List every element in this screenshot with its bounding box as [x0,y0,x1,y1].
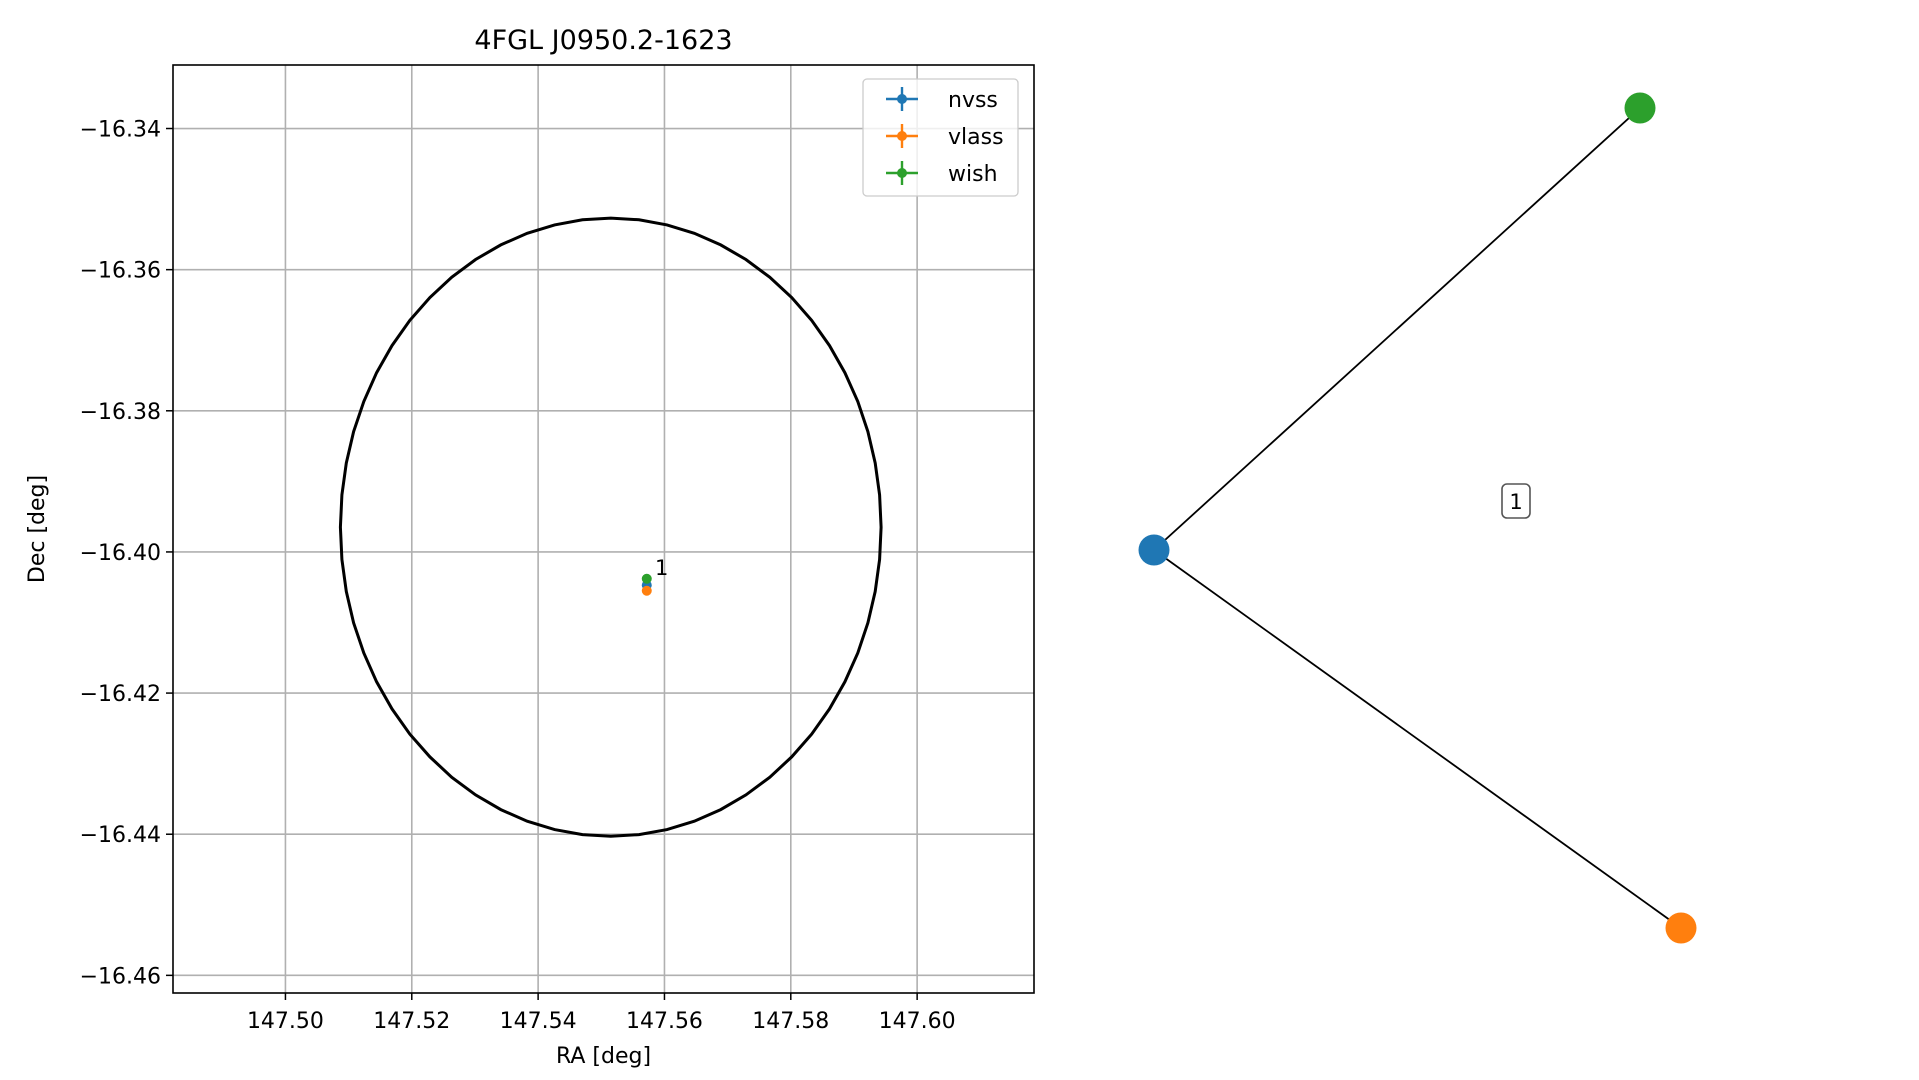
sky-plot: 147.50 147.52 147.54 147.56 147.58 147.60 −16… [25,25,1035,1069]
legend-item-vlass: vlass [886,124,1004,150]
edge-nvss-wish [1153,107,1641,551]
legend-label: wish [948,162,998,187]
legend-label: vlass [948,125,1004,150]
network-graph: 1 [1138,92,1697,944]
legend-marker [897,131,907,141]
legend-marker [897,94,907,104]
node-nvss [1138,534,1170,566]
y-tick-label: −16.34 [80,118,161,143]
grid [173,65,1034,993]
legend-item-nvss: nvss [886,87,998,113]
x-tick-label: 147.52 [373,1009,450,1034]
y-tick-label: −16.40 [80,541,161,566]
legend-label: nvss [948,88,998,113]
error-ellipse [338,216,883,838]
point-vlass [641,585,652,596]
x-tick-label: 147.56 [626,1009,703,1034]
node-vlass [1665,912,1697,944]
legend-entries: nvss vlass wish [886,87,1004,187]
x-tick-label: 147.60 [879,1009,956,1034]
x-axis-ticks: 147.50 147.52 147.54 147.56 147.58 147.60 [247,993,956,1034]
legend-item-wish: wish [886,161,998,187]
y-tick-label: −16.36 [80,259,161,284]
x-tick-label: 147.54 [500,1009,577,1034]
edge-nvss-vlass [1153,549,1682,929]
network-label: 1 [1509,490,1522,514]
network-label-box: 1 [1501,483,1531,519]
y-tick-label: −16.44 [80,823,161,848]
plot-frame [172,64,1035,994]
y-tick-label: −16.46 [80,964,161,989]
chart-title: 4FGL J0950.2-1623 [474,25,732,56]
plot-background [173,65,1034,993]
legend-marker [897,168,907,178]
point-annotation: 1 [655,556,668,580]
node-wish [1624,92,1656,124]
x-axis-label: RA [deg] [556,1044,651,1069]
y-tick-label: −16.38 [80,400,161,425]
y-axis-label: Dec [deg] [25,475,50,583]
legend[interactable]: nvss vlass wish [862,78,1019,197]
y-axis-ticks: −16.34 −16.36 −16.38 −16.40 −16.42 −16.44 −16.… [80,118,173,989]
point-wish [641,573,652,584]
x-tick-label: 147.58 [752,1009,829,1034]
network-label-frame [1501,483,1531,519]
x-tick-label: 147.50 [247,1009,324,1034]
source-points [641,573,652,596]
y-tick-label: −16.42 [80,682,161,707]
